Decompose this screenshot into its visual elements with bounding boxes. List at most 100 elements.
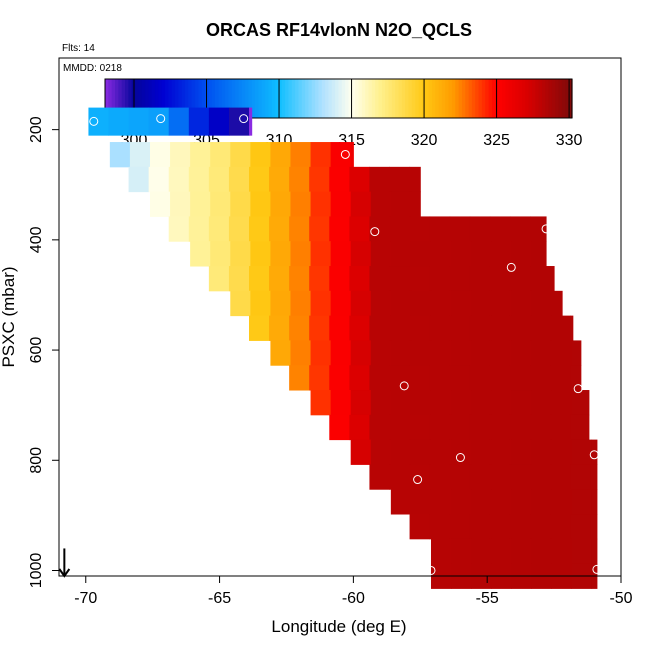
heatmap-cell: [269, 216, 290, 242]
heatmap-cell: [390, 290, 412, 317]
heatmap-cell: [429, 464, 451, 490]
heatmap-cell: [550, 266, 555, 292]
heatmap-cell: [571, 439, 593, 465]
heatmap-cell: [429, 514, 451, 540]
colorbar-strip: [291, 79, 296, 118]
arrow-marker: [58, 548, 71, 578]
heatmap-cell: [310, 142, 332, 168]
heatmap-cell: [168, 216, 190, 242]
heatmap-cell: [230, 191, 251, 217]
heatmap-cell: [249, 266, 270, 292]
heatmap-cell: [489, 365, 511, 391]
heatmap-cell: [551, 390, 572, 416]
flights-label: Flts: 14: [62, 43, 95, 54]
heatmap-cell: [208, 166, 230, 193]
heatmap-cell: [330, 340, 352, 366]
heatmap-cell: [550, 414, 571, 441]
heatmap-cell: [571, 489, 593, 515]
heatmap-cell: [531, 439, 552, 465]
heatmap-cell: [471, 241, 492, 267]
heatmap-cell: [451, 241, 472, 267]
colorbar-strip: [341, 79, 346, 118]
heatmap-cell: [230, 290, 251, 317]
heatmap-cell: [329, 315, 350, 341]
heatmap-cell: [129, 142, 151, 168]
heatmap-cell: [469, 315, 491, 341]
x-axis-label: Longitude (deg E): [271, 617, 406, 636]
heatmap-cell: [409, 166, 421, 193]
colorbar-strip: [128, 79, 133, 118]
heatmap-cell: [370, 290, 392, 317]
colorbar-strip: [555, 79, 560, 118]
colorbar-strip: [178, 79, 183, 118]
colorbar-strip: [308, 79, 313, 118]
heatmap-cell: [511, 538, 532, 565]
colorbar-strip: [418, 79, 423, 118]
colorbar-strip: [338, 79, 343, 118]
heatmap-cell: [170, 142, 191, 168]
heatmap-cell: [369, 414, 391, 441]
heatmap-cell: [250, 191, 271, 217]
colorbar-strip: [251, 79, 256, 118]
colorbar-strip: [378, 79, 383, 118]
colorbar-strip: [275, 79, 280, 118]
colorbar-strip: [281, 79, 286, 118]
heatmap-cell: [310, 241, 332, 267]
heatmap-cell: [489, 315, 511, 341]
heatmap-cell: [409, 216, 431, 242]
colorbar-strip: [231, 79, 236, 118]
heatmap-cell: [389, 166, 411, 193]
colorbar-strip: [458, 79, 463, 118]
colorbar-strip: [265, 79, 270, 118]
colorbar-strip: [551, 79, 556, 118]
heatmap-cell: [570, 315, 574, 341]
heatmap-cell: [329, 166, 350, 193]
data-point-marker: [370, 227, 380, 237]
heatmap-cell: [410, 290, 432, 317]
colorbar-strip: [438, 79, 443, 118]
y-tick-label: 1000: [28, 553, 45, 589]
colorbar-strip: [521, 79, 526, 118]
colorbar-strip: [538, 79, 543, 118]
heatmap-cell: [228, 216, 250, 242]
x-tick-label: -50: [609, 590, 632, 607]
colorbar-strip: [245, 79, 250, 118]
heatmap-cell: [530, 464, 551, 490]
heatmap-cell: [570, 514, 591, 540]
colorbar-strip: [298, 79, 303, 118]
colorbar-strip: [208, 79, 213, 118]
colorbar-strip: [118, 79, 123, 118]
colorbar-strip: [371, 79, 376, 118]
colorbar-strip: [545, 79, 550, 118]
heatmap-cell: [591, 439, 598, 465]
colorbar-strip: [345, 79, 350, 118]
colorbar-strip: [215, 79, 220, 118]
heatmap-cell: [168, 166, 190, 193]
colorbar-strip: [445, 79, 450, 118]
heatmap-cell: [228, 266, 250, 292]
colorbar-strip: [535, 79, 540, 118]
heatmap-cell: [591, 489, 598, 515]
colorbar-strip: [311, 79, 316, 118]
heatmap-cell: [88, 107, 110, 136]
heatmap-cell: [108, 107, 130, 136]
heatmap-cell: [429, 365, 451, 391]
heatmap-cell: [471, 489, 492, 515]
colorbar-strip: [141, 79, 146, 118]
heatmap-cell: [409, 414, 431, 441]
colorbar-strip: [355, 79, 360, 118]
heatmap-cell: [250, 142, 271, 168]
heatmap-cell: [571, 390, 590, 416]
colorbar-strip: [401, 79, 406, 118]
heatmap-cell: [289, 365, 310, 391]
heatmap-cell: [491, 489, 512, 515]
heatmap-cell: [410, 439, 432, 465]
colorbar-strip: [448, 79, 453, 118]
colorbar-strip: [168, 79, 173, 118]
heatmap-cell: [309, 315, 330, 341]
colorbar-strip: [105, 79, 109, 118]
colorbar-strip: [351, 79, 356, 118]
heatmap-cell: [471, 538, 492, 565]
heatmap-cell: [329, 414, 350, 441]
heatmap-cell: [430, 340, 452, 366]
